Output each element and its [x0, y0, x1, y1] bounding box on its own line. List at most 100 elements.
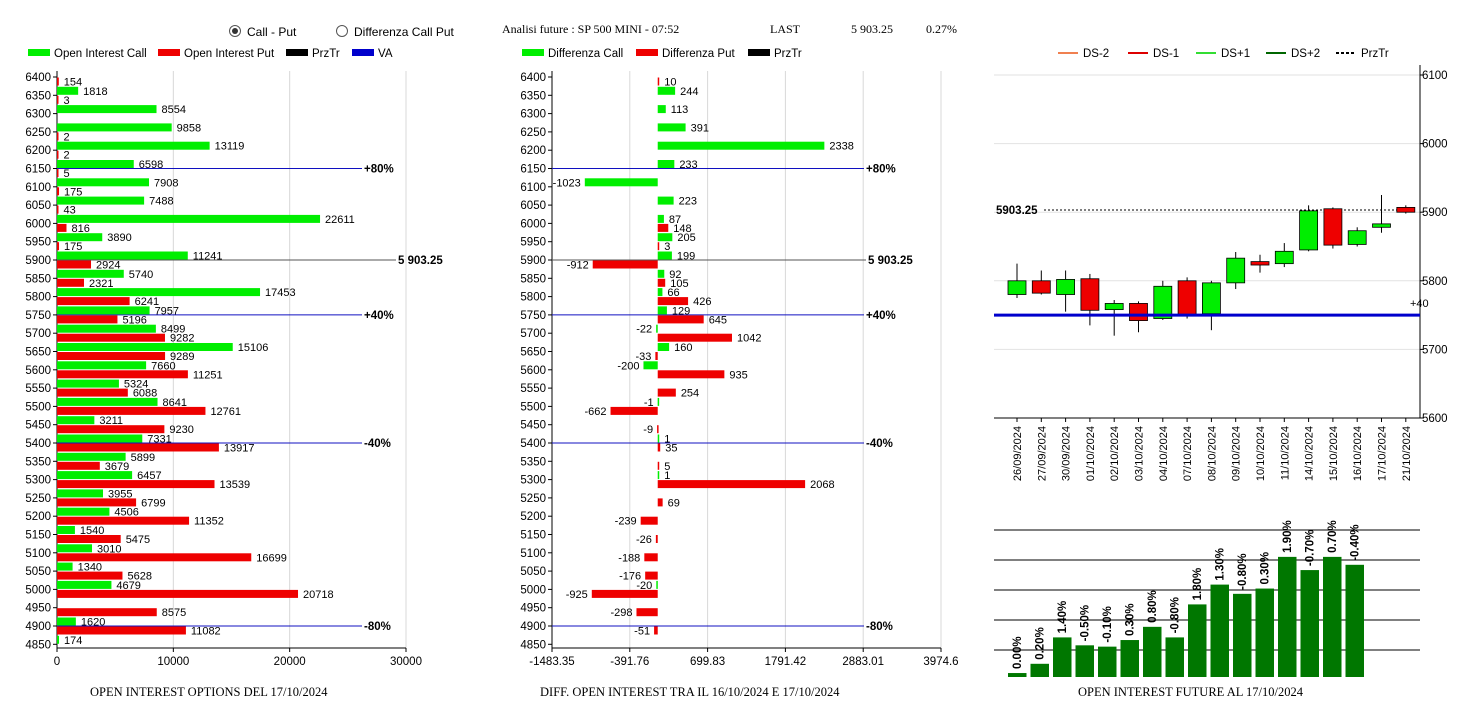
y-tick-label: 5650 — [25, 347, 51, 359]
call-bar — [57, 123, 172, 132]
call-bar — [57, 251, 188, 260]
last-price-label: 5 903.25 — [398, 255, 443, 267]
chart1-title: OPEN INTEREST OPTIONS DEL 17/10/2024 — [90, 685, 328, 699]
bar-value-label: 6088 — [133, 388, 157, 400]
bar-value-label: 13917 — [224, 443, 255, 455]
call-bar — [57, 397, 158, 406]
bar-value-label: 175 — [64, 241, 82, 253]
radio-differenza[interactable]: Differenza Call Put — [336, 25, 454, 39]
x-tick-label: 09/10/2024 — [1231, 426, 1243, 481]
va-label: +40% — [364, 310, 394, 322]
y-tick-label: 5600 — [520, 365, 546, 377]
radio-call-put[interactable]: Call - Put — [229, 25, 296, 39]
bar-value-label: 11251 — [193, 369, 223, 381]
va-label: -40% — [364, 438, 391, 450]
oi-future-bar — [1053, 637, 1072, 677]
y-tick-label: 5450 — [520, 420, 546, 432]
bar-value-label: 9282 — [170, 333, 194, 345]
y-tick-label: 5300 — [520, 475, 546, 487]
x-tick-label: 02/10/2024 — [1109, 426, 1121, 481]
x-tick-label: -1483.35 — [529, 656, 574, 668]
bar-value-label: -912 — [567, 260, 589, 272]
bar-value-label: 8575 — [162, 607, 186, 619]
oi-future-bar — [1165, 637, 1184, 677]
bar-value-label: -1 — [644, 397, 654, 409]
bar-value-label: -239 — [615, 516, 637, 528]
call-bar — [57, 489, 104, 498]
oi-future-bar — [1233, 593, 1252, 677]
put-bar — [657, 315, 704, 324]
oi-future-bar — [1210, 584, 1229, 677]
change-pct: 0.27% — [926, 22, 957, 36]
candle-body — [1372, 223, 1391, 228]
bar-value-label: 645 — [709, 314, 727, 326]
put-bar — [655, 352, 658, 360]
bar-value-label: -1023 — [553, 177, 581, 189]
call-bar — [584, 178, 658, 187]
bar-value-label: 199 — [677, 251, 695, 263]
bar-value-label: 154 — [64, 77, 82, 89]
x-tick-label: 14/10/2024 — [1304, 426, 1316, 481]
bar-value-label: 8641 — [163, 397, 187, 409]
call-bar — [656, 580, 658, 589]
last-label: LAST — [770, 22, 800, 36]
y-tick-label: 4850 — [520, 639, 546, 651]
legend-swatch — [522, 49, 544, 56]
y-tick-label: 5000 — [520, 584, 546, 596]
y-tick-label: 4950 — [25, 603, 51, 615]
bar-value-label: 2338 — [829, 141, 853, 153]
bar-value-label: 0.30% — [1125, 603, 1137, 636]
call-bar — [57, 196, 145, 205]
oi-future-bar — [1255, 588, 1274, 677]
bar-value-label: 1 — [664, 470, 670, 482]
call-bar — [57, 86, 79, 95]
candle-body — [1202, 282, 1221, 315]
put-bar — [657, 223, 669, 232]
bar-value-label: 9230 — [169, 424, 193, 436]
call-bar — [57, 562, 73, 571]
bar-value-label: 391 — [691, 122, 709, 134]
call-bar — [57, 379, 119, 388]
call-bar — [57, 452, 126, 461]
x-tick-label: 03/10/2024 — [1134, 426, 1146, 481]
candle-body — [1299, 210, 1318, 251]
bar-value-label: 35 — [665, 443, 677, 455]
bar-value-label: -925 — [566, 589, 588, 601]
radio-call-put-label: Call - Put — [247, 25, 297, 39]
put-bar — [657, 370, 725, 379]
bar-value-label: 13119 — [215, 141, 245, 153]
bar-value-label: -0.50% — [1080, 605, 1092, 641]
bar-value-label: 233 — [679, 159, 697, 171]
put-bar — [645, 571, 658, 580]
put-bar — [57, 315, 118, 324]
y-tick-label: 5950 — [520, 237, 546, 249]
bar-value-label: 6241 — [135, 296, 159, 308]
y-tick-label: 5850 — [25, 273, 51, 285]
y-tick-label: 5350 — [25, 456, 51, 468]
candle-body — [1153, 285, 1173, 319]
put-bar — [57, 571, 123, 580]
y-tick-label: 6150 — [520, 164, 546, 176]
y-tick-label: 6400 — [25, 72, 51, 84]
y-tick-label: 5100 — [25, 548, 51, 560]
bar-value-label: 2 — [64, 131, 70, 143]
call-bar — [57, 288, 261, 297]
put-bar — [57, 150, 59, 159]
bar-value-label: 5 — [64, 168, 70, 180]
x-tick-label: 16/10/2024 — [1352, 426, 1364, 481]
x-tick-label: 0 — [54, 656, 60, 668]
y-tick-label: 6350 — [520, 90, 546, 102]
call-bar — [657, 306, 667, 315]
y-tick-label: 5900 — [25, 255, 51, 267]
put-bar — [57, 626, 186, 635]
y-tick-label: 5400 — [25, 438, 51, 450]
bar-value-label: 5740 — [129, 269, 153, 281]
bar-value-label: 5324 — [124, 379, 148, 391]
oi-future-bar — [1323, 556, 1342, 677]
x-tick-label: 30000 — [390, 656, 422, 668]
y-tick-label: 5200 — [520, 511, 546, 523]
y-tick-label: 5700 — [1422, 344, 1448, 356]
legend-label: DS-1 — [1153, 48, 1179, 60]
y-tick-label: 5850 — [520, 273, 546, 285]
call-bar — [657, 288, 663, 297]
